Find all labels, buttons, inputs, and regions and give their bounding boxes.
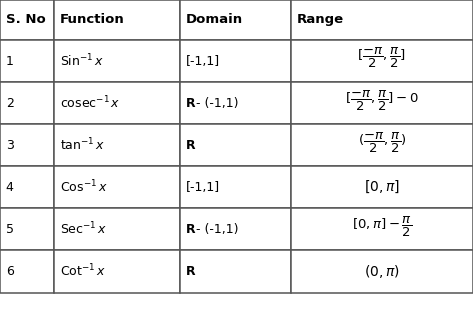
Bar <box>54 208 180 250</box>
Text: R: R <box>185 223 195 236</box>
Bar <box>0 40 54 82</box>
Text: $[\dfrac{-\pi}{2},\dfrac{\pi}{2}]$: $[\dfrac{-\pi}{2},\dfrac{\pi}{2}]$ <box>358 46 406 71</box>
Text: $\mathrm{cosec}^{-1}\, x$: $\mathrm{cosec}^{-1}\, x$ <box>60 95 121 111</box>
Text: $[0,\pi] - \dfrac{\pi}{2}$: $[0,\pi] - \dfrac{\pi}{2}$ <box>352 215 412 239</box>
Text: 5: 5 <box>6 223 14 236</box>
Text: $[0,\pi]$: $[0,\pi]$ <box>364 179 400 195</box>
Bar <box>291 250 473 292</box>
Bar <box>0 0 54 40</box>
Text: S. No: S. No <box>6 13 45 27</box>
Text: $(\dfrac{-\pi}{2},\dfrac{\pi}{2})$: $(\dfrac{-\pi}{2},\dfrac{\pi}{2})$ <box>358 131 406 155</box>
Bar <box>291 82 473 124</box>
Bar <box>0 166 54 208</box>
Bar <box>180 124 291 166</box>
Text: $(0,\pi)$: $(0,\pi)$ <box>364 263 400 280</box>
Bar <box>54 250 180 292</box>
Bar <box>291 0 473 40</box>
Text: $\mathrm{Sec}^{-1}\, x$: $\mathrm{Sec}^{-1}\, x$ <box>60 221 107 238</box>
Bar <box>54 82 180 124</box>
Bar <box>54 0 180 40</box>
Text: 6: 6 <box>6 265 14 278</box>
Bar <box>180 82 291 124</box>
Bar <box>180 250 291 292</box>
Bar <box>291 124 473 166</box>
Text: R: R <box>185 97 195 110</box>
Bar <box>0 250 54 292</box>
Bar <box>54 124 180 166</box>
Text: $\mathrm{Cot}^{-1}\, x$: $\mathrm{Cot}^{-1}\, x$ <box>60 263 106 280</box>
Bar <box>180 0 291 40</box>
Text: $\mathrm{Sin}^{-1}\, x$: $\mathrm{Sin}^{-1}\, x$ <box>60 53 105 69</box>
Text: Range: Range <box>297 13 344 27</box>
Bar <box>0 124 54 166</box>
Bar <box>291 208 473 250</box>
Bar <box>54 40 180 82</box>
Text: Domain: Domain <box>185 13 243 27</box>
Text: Function: Function <box>60 13 125 27</box>
Bar <box>0 82 54 124</box>
Text: $\mathrm{Cos}^{-1}\, x$: $\mathrm{Cos}^{-1}\, x$ <box>60 179 108 196</box>
Bar <box>180 166 291 208</box>
Text: 2: 2 <box>6 97 14 110</box>
Text: $\mathrm{tan}^{-1}\, x$: $\mathrm{tan}^{-1}\, x$ <box>60 137 105 153</box>
Bar <box>0 208 54 250</box>
Bar <box>54 166 180 208</box>
Bar <box>180 40 291 82</box>
Text: [-1,1]: [-1,1] <box>185 181 219 194</box>
Text: R: R <box>185 265 195 278</box>
Text: 4: 4 <box>6 181 14 194</box>
Text: - (-1,1): - (-1,1) <box>196 223 238 236</box>
Text: R: R <box>185 139 195 152</box>
Bar <box>291 166 473 208</box>
Text: 3: 3 <box>6 139 14 152</box>
Text: - (-1,1): - (-1,1) <box>196 97 238 110</box>
Bar <box>180 208 291 250</box>
Text: 1: 1 <box>6 55 14 68</box>
Text: [-1,1]: [-1,1] <box>185 55 219 68</box>
Bar <box>291 40 473 82</box>
Text: $[\dfrac{-\pi}{2},\dfrac{\pi}{2}] - 0$: $[\dfrac{-\pi}{2},\dfrac{\pi}{2}] - 0$ <box>345 88 419 112</box>
